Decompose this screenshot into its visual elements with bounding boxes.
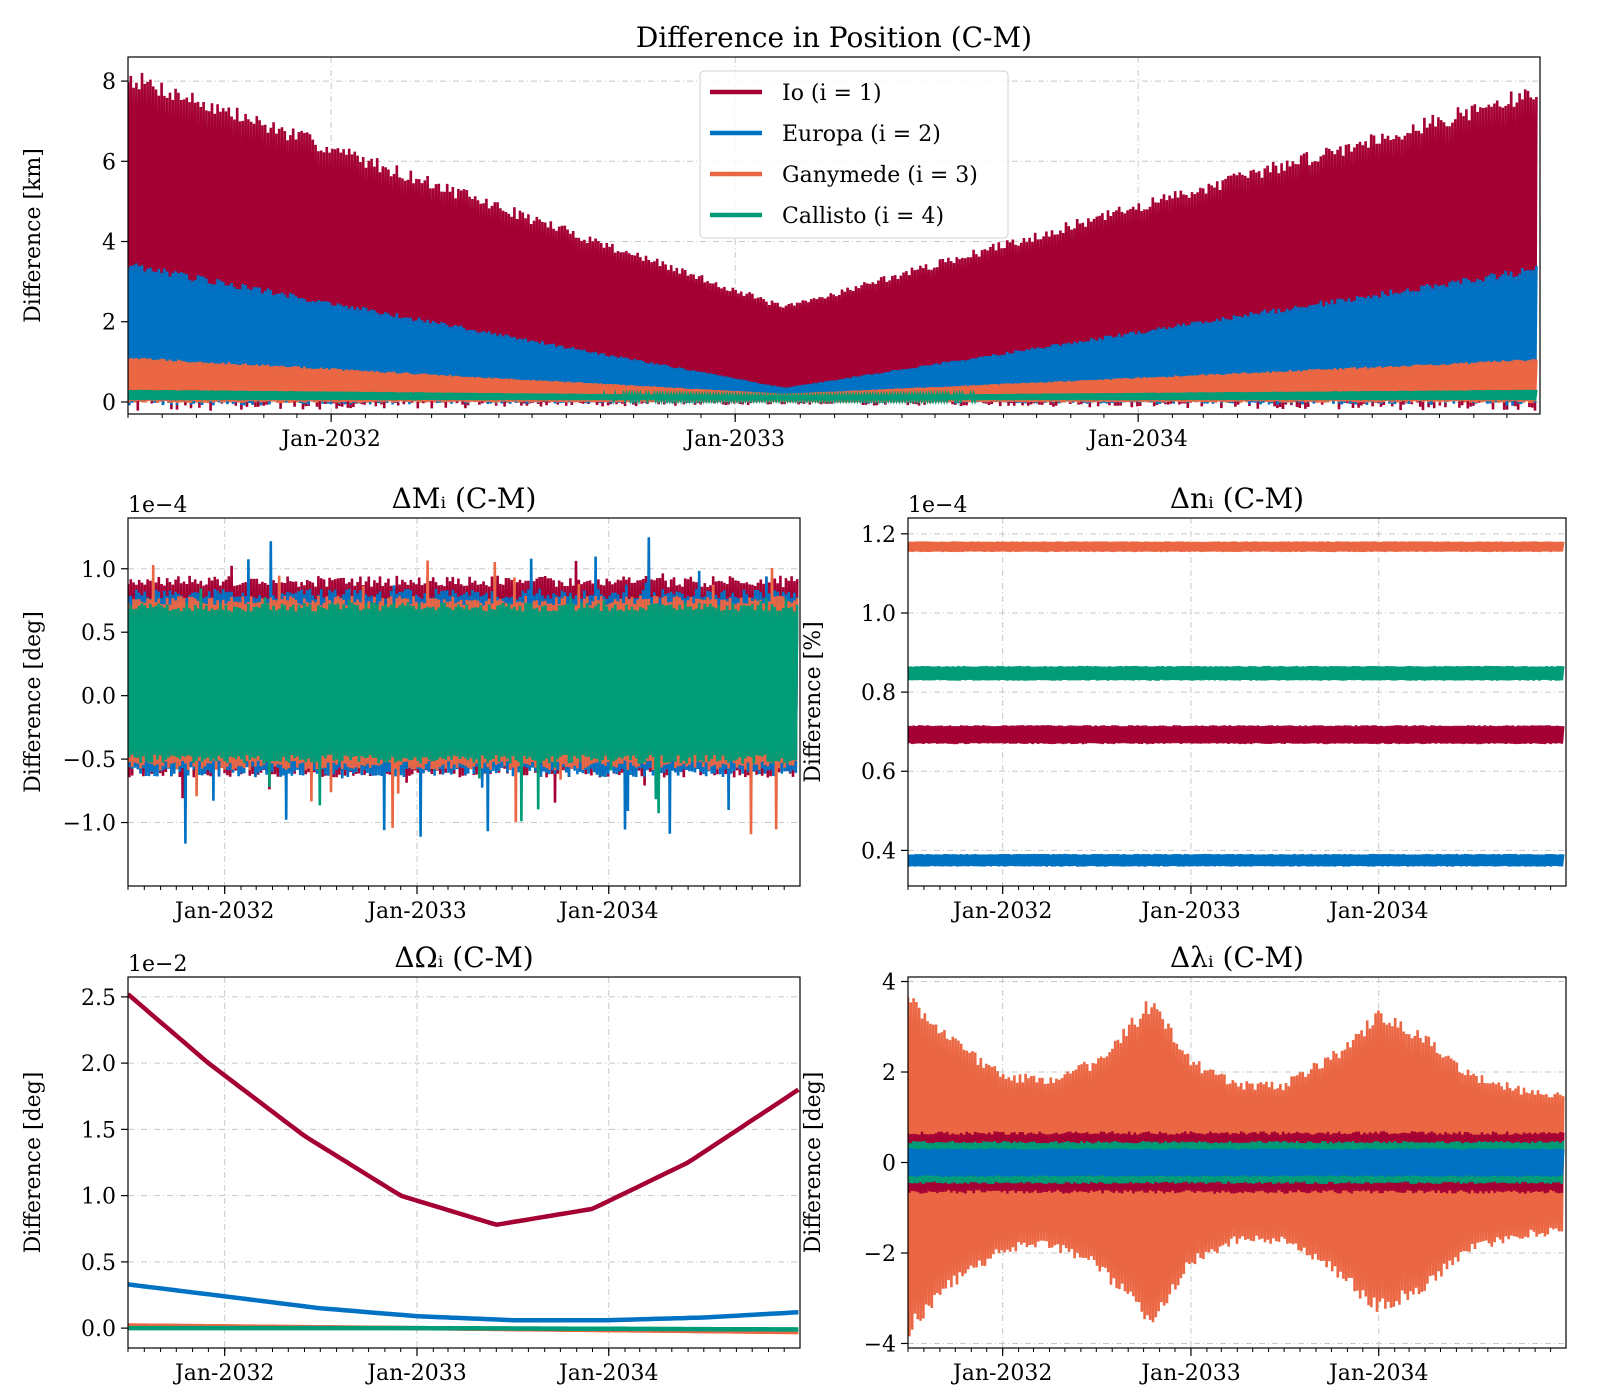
y-tick-label: 2.0 bbox=[81, 1052, 116, 1077]
panel-title: Δnᵢ (C-M) bbox=[1170, 482, 1304, 515]
y-axis-label: Difference [deg] bbox=[21, 611, 46, 793]
panel-mean-longitude: Jan-2032 Jan-2033 Jan-2034 −4 −2 0 2 4 Differenc… bbox=[801, 941, 1567, 1386]
series-band-europa bbox=[908, 853, 1565, 867]
x-tick-label: Jan-2032 bbox=[951, 899, 1053, 924]
series-band-callisto bbox=[128, 588, 799, 822]
series-band-ganymede bbox=[908, 997, 1565, 1337]
x-tick-label: Jan-2034 bbox=[1086, 427, 1188, 452]
series-band-callisto bbox=[128, 389, 1538, 406]
y-tick-label: 2 bbox=[102, 311, 116, 336]
x-tick-label: Jan-2033 bbox=[1139, 1361, 1241, 1386]
plot-area bbox=[128, 992, 800, 1335]
axes-frame bbox=[127, 976, 801, 1349]
panel-mean-motion: Jan-2032 Jan-2033 Jan-2034 0.4 0.6 0.8 1.0 1.2 D… bbox=[801, 482, 1567, 924]
y-tick-label: 0.6 bbox=[861, 760, 896, 785]
legend-label-callisto: Callisto (i = 4) bbox=[782, 204, 944, 229]
x-tick-label: Jan-2032 bbox=[173, 1361, 275, 1386]
y-tick-label: −4 bbox=[864, 1332, 896, 1357]
panel-node: Jan-2032 Jan-2033 Jan-2034 0.0 0.5 1.0 1.5 2.0 2… bbox=[21, 941, 801, 1386]
y-tick-label: −0.5 bbox=[63, 748, 116, 773]
offset-text: 1e−4 bbox=[908, 493, 967, 518]
y-tick-label: 0.8 bbox=[861, 681, 896, 706]
x-tick-label: Jan-2033 bbox=[1139, 899, 1241, 924]
y-tick-label: 0 bbox=[102, 391, 116, 416]
series-band-europa bbox=[908, 1148, 1565, 1177]
plot-area bbox=[908, 997, 1565, 1337]
x-tick-label: Jan-2033 bbox=[683, 427, 785, 452]
y-axis-label: Difference [km] bbox=[21, 148, 46, 323]
plot-area bbox=[908, 541, 1565, 867]
plot-area bbox=[128, 72, 1538, 411]
x-tick-label: Jan-2032 bbox=[279, 427, 381, 452]
y-tick-label: 2.5 bbox=[81, 986, 116, 1011]
y-tick-label: 0.5 bbox=[81, 1251, 116, 1276]
y-tick-label: 0 bbox=[882, 1152, 896, 1177]
y-tick-label: 2 bbox=[882, 1061, 896, 1086]
series-line-io bbox=[128, 992, 800, 1227]
panel-title: Δλᵢ (C-M) bbox=[1170, 941, 1304, 974]
x-tick-label: Jan-2033 bbox=[365, 899, 467, 924]
x-tick-label: Jan-2034 bbox=[1327, 1361, 1429, 1386]
x-tick-label: Jan-2034 bbox=[1327, 899, 1429, 924]
x-tick-label: Jan-2032 bbox=[951, 1361, 1053, 1386]
y-tick-label: 8 bbox=[102, 70, 116, 95]
series-line-europa bbox=[128, 1282, 799, 1323]
y-tick-label: 0.5 bbox=[81, 621, 116, 646]
legend: Io (i = 1) Europa (i = 2) Ganymede (i = 3)… bbox=[699, 70, 1009, 239]
legend-label-io: Io (i = 1) bbox=[782, 81, 882, 106]
y-tick-label: 4 bbox=[882, 971, 896, 996]
series-band-io bbox=[908, 1131, 1565, 1194]
axes-frame bbox=[127, 56, 1541, 415]
y-tick-label: −1.0 bbox=[63, 812, 116, 837]
y-tick-label: 0.4 bbox=[861, 839, 896, 864]
panel-title: ΔMᵢ (C-M) bbox=[392, 482, 537, 515]
offset-text: 1e−4 bbox=[128, 493, 187, 518]
series-band-callisto bbox=[908, 665, 1565, 681]
y-tick-label: 6 bbox=[102, 150, 116, 175]
x-tick-label: Jan-2034 bbox=[557, 1361, 659, 1386]
y-axis-label: Difference [deg] bbox=[21, 1072, 46, 1254]
axes-frame bbox=[907, 517, 1567, 887]
legend-label-ganymede: Ganymede (i = 3) bbox=[782, 163, 978, 188]
y-tick-label: 4 bbox=[102, 231, 116, 256]
y-tick-label: −2 bbox=[864, 1242, 896, 1267]
y-tick-label: 0.0 bbox=[81, 1317, 116, 1342]
plot-area bbox=[128, 537, 799, 844]
series-band-ganymede bbox=[908, 541, 1565, 553]
offset-text: 1e−2 bbox=[128, 952, 187, 977]
y-tick-label: 0.0 bbox=[81, 685, 116, 710]
y-tick-label: 1.0 bbox=[861, 602, 896, 627]
legend-box bbox=[699, 70, 1009, 239]
y-tick-label: 1.0 bbox=[81, 558, 116, 583]
panel-position: Jan-2032 Jan-2033 Jan-2034 0 2 4 6 8 Difference … bbox=[21, 21, 1541, 452]
panel-title: ΔΩᵢ (C-M) bbox=[394, 941, 533, 974]
x-tick-label: Jan-2033 bbox=[365, 1361, 467, 1386]
panel-mean-anomaly: Jan-2032 Jan-2033 Jan-2034 −1.0 −0.5 0.0 0.5 1.… bbox=[21, 482, 801, 924]
y-tick-label: 1.5 bbox=[81, 1118, 116, 1143]
y-tick-label: 1.2 bbox=[861, 523, 896, 548]
series-band-callisto bbox=[908, 1140, 1565, 1185]
y-axis-label: Difference [deg] bbox=[801, 1072, 826, 1254]
y-axis-label: Difference [%] bbox=[801, 621, 826, 782]
panel-title: Difference in Position (C-M) bbox=[636, 21, 1032, 54]
legend-label-europa: Europa (i = 2) bbox=[782, 122, 941, 147]
series-line-callisto bbox=[128, 1325, 799, 1332]
x-tick-label: Jan-2034 bbox=[557, 899, 659, 924]
x-tick-label: Jan-2032 bbox=[173, 899, 275, 924]
series-band-io bbox=[908, 725, 1565, 745]
y-tick-label: 1.0 bbox=[81, 1185, 116, 1210]
